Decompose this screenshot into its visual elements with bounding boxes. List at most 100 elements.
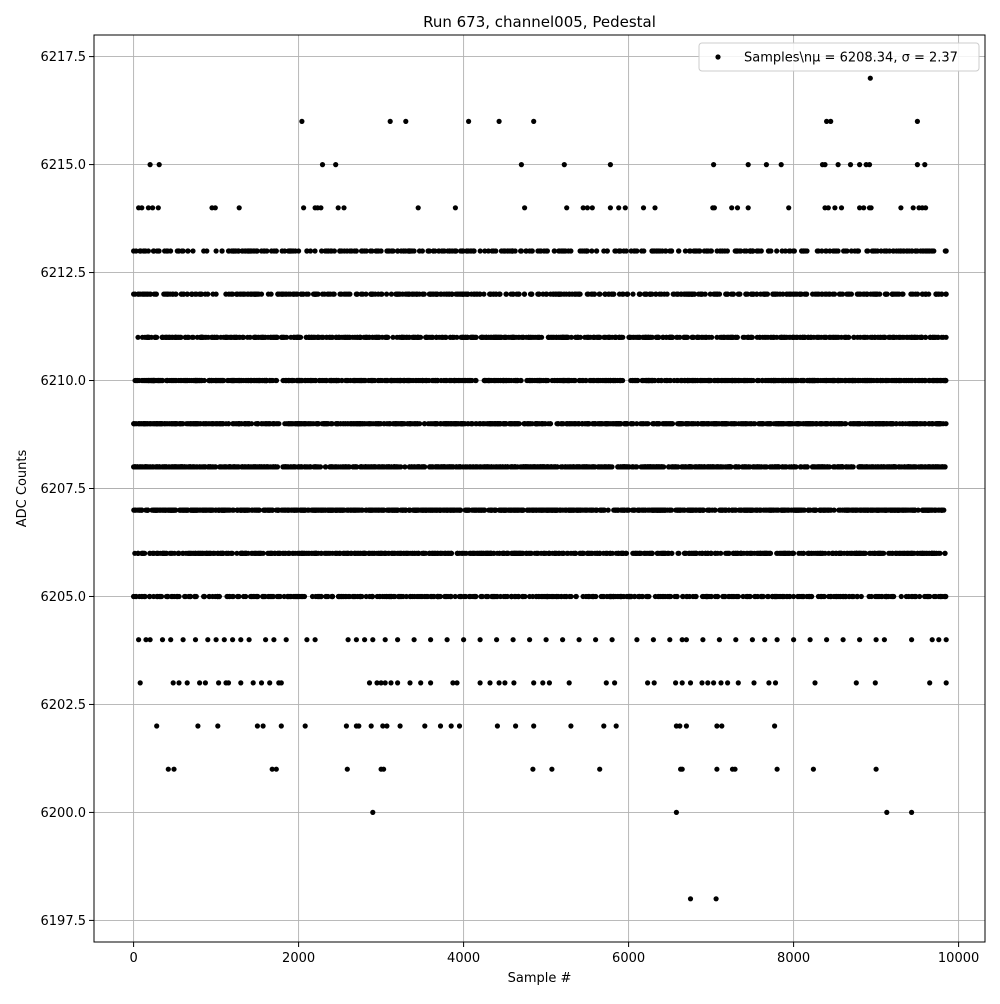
data-point — [202, 594, 207, 599]
data-point — [759, 421, 764, 426]
data-point — [198, 508, 203, 513]
data-point — [189, 421, 194, 426]
data-point — [465, 464, 470, 469]
data-point — [469, 421, 474, 426]
data-point — [795, 594, 800, 599]
data-point — [733, 508, 738, 513]
data-point — [511, 464, 516, 469]
data-point — [498, 378, 503, 383]
data-point — [873, 421, 878, 426]
data-point — [769, 508, 774, 513]
data-point — [634, 464, 639, 469]
data-point — [182, 594, 187, 599]
data-point — [137, 464, 142, 469]
data-point — [820, 551, 825, 556]
data-point — [263, 508, 268, 513]
data-point — [386, 508, 391, 513]
data-point — [519, 464, 524, 469]
data-point — [352, 421, 357, 426]
data-point — [398, 378, 403, 383]
data-point — [142, 594, 147, 599]
data-point — [657, 421, 662, 426]
data-point — [288, 421, 293, 426]
data-point — [256, 551, 261, 556]
data-point — [586, 421, 591, 426]
data-point — [207, 594, 212, 599]
data-point — [695, 464, 700, 469]
data-point — [789, 508, 794, 513]
data-point — [139, 508, 144, 513]
data-point — [745, 594, 750, 599]
data-point — [726, 551, 731, 556]
data-point — [650, 378, 655, 383]
data-point — [455, 421, 460, 426]
data-point — [132, 464, 137, 469]
data-point — [221, 508, 226, 513]
data-point — [465, 378, 470, 383]
data-point — [700, 551, 705, 556]
data-point — [627, 594, 632, 599]
data-point — [391, 421, 396, 426]
data-point — [169, 378, 174, 383]
data-point — [353, 594, 358, 599]
data-point — [699, 464, 704, 469]
data-point — [673, 464, 678, 469]
data-point — [869, 464, 874, 469]
data-point — [581, 594, 586, 599]
data-point — [427, 464, 432, 469]
data-point — [918, 551, 923, 556]
data-point — [311, 508, 316, 513]
data-point — [755, 464, 760, 469]
data-point — [819, 421, 824, 426]
data-point — [561, 421, 566, 426]
data-point — [534, 421, 539, 426]
data-point — [525, 508, 530, 513]
data-point — [802, 508, 807, 513]
data-point — [821, 594, 826, 599]
data-point — [757, 508, 762, 513]
data-point — [619, 594, 624, 599]
data-point — [507, 421, 512, 426]
data-point — [421, 551, 426, 556]
data-point — [243, 421, 248, 426]
data-point — [428, 594, 433, 599]
data-point — [794, 421, 799, 426]
data-point — [215, 594, 220, 599]
data-point — [148, 421, 153, 426]
data-point — [315, 421, 320, 426]
data-point — [602, 464, 607, 469]
data-point — [491, 551, 496, 556]
data-point — [489, 464, 494, 469]
data-point — [596, 464, 601, 469]
data-point — [863, 551, 868, 556]
data-point — [302, 594, 307, 599]
data-point — [669, 421, 674, 426]
data-point — [645, 594, 650, 599]
data-point — [552, 551, 557, 556]
data-point — [542, 551, 547, 556]
data-point — [346, 551, 351, 556]
data-point — [546, 421, 551, 426]
data-point — [511, 551, 516, 556]
data-point — [474, 464, 479, 469]
data-point — [139, 551, 144, 556]
data-point — [504, 378, 509, 383]
data-point — [283, 551, 288, 556]
data-point — [577, 378, 582, 383]
data-point — [561, 551, 566, 556]
data-point — [323, 551, 328, 556]
data-point — [616, 464, 621, 469]
data-point — [319, 594, 324, 599]
data-point — [701, 421, 706, 426]
data-point — [274, 378, 279, 383]
data-point — [455, 508, 460, 513]
data-point — [593, 594, 598, 599]
data-point — [566, 421, 571, 426]
data-point — [879, 464, 884, 469]
data-point — [612, 421, 617, 426]
data-point — [903, 508, 908, 513]
data-point — [235, 594, 240, 599]
data-point — [366, 508, 371, 513]
data-point — [577, 464, 582, 469]
data-point — [780, 378, 785, 383]
